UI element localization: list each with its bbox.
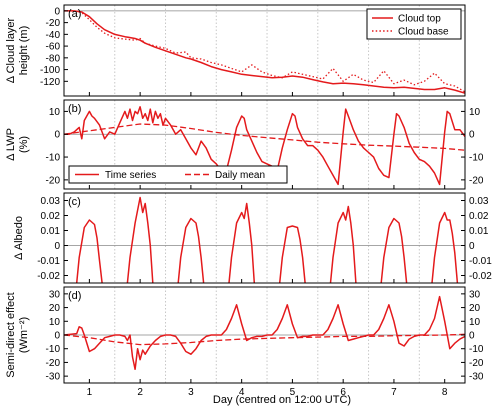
x-tick-label: 4 — [239, 387, 245, 398]
y-tick-label-left: -20 — [46, 175, 61, 186]
y-tick-label-left: 0 — [54, 331, 60, 342]
series-line-dashed — [64, 333, 465, 346]
y-tick-label-right: 10 — [469, 317, 481, 328]
x-axis-label: Day (centred on 12:00 UTC) — [213, 394, 351, 406]
y-tick-label-right: -0.01 — [469, 256, 492, 267]
legend-label-cloud-top: Cloud top — [398, 14, 441, 25]
x-tick-label: 5 — [290, 387, 296, 398]
y-tick-label-right: 0 — [469, 241, 475, 252]
y-tick-label-right: -20 — [469, 175, 484, 186]
panel-frame — [63, 4, 466, 97]
series-line-time-series — [64, 106, 465, 186]
x-tick-label: 6 — [340, 387, 346, 398]
panel-c: 0.03 0.03 0.02 0.02 0.01 0.01 0 0 -0.01 -0.01 -0.0… — [13, 192, 492, 284]
y-tick-label-left: -40 — [46, 30, 61, 41]
y-tick-label-right: 0.02 — [469, 211, 489, 222]
x-tick-label: 3 — [188, 387, 194, 398]
y-tick-label-right: 20 — [469, 303, 481, 314]
y-tick-label-left: 10 — [49, 107, 61, 118]
legend-box — [366, 8, 462, 40]
series-line-cloud-base — [64, 10, 465, 93]
y-tick-label-left: -100 — [40, 65, 60, 76]
y-tick-label-right: 30 — [469, 289, 481, 300]
x-tick-label: 8 — [442, 387, 448, 398]
series-line-solid-segment-8 — [431, 211, 459, 283]
panels: 0-20-40-60-80-100-120(a)Δ Cloud layer hei… — [5, 4, 492, 398]
panel-a: 0-20-40-60-80-100-120 (a) Δ Cloud layer hei… — [5, 4, 466, 97]
y-tick-label-left: -80 — [46, 53, 61, 64]
legend-label-time-series: Time series — [105, 170, 156, 181]
series-line-solid-segment-1 — [75, 219, 103, 283]
series-line-solid-segment-4 — [228, 202, 256, 283]
y-tick-label-left: 10 — [49, 317, 61, 328]
panel-label: (a) — [68, 8, 81, 20]
y-tick-label-right: -0.02 — [469, 271, 492, 282]
y-axis-label-line-2: (%) — [18, 136, 30, 153]
panel-d: 30 30 20 20 10 10 0 0 -10 -10 -20 -20 -30 -30 1 2 3 4 5 6 7 8… — [5, 286, 484, 398]
series-line-solid-segment-3 — [177, 217, 205, 283]
legend: Cloud top Cloud base — [366, 8, 462, 40]
y-tick-label-left: 0.03 — [41, 196, 61, 207]
y-tick-label-right: 0.03 — [469, 196, 489, 207]
y-tick-label-left: 0 — [54, 6, 60, 17]
legend: Time series Daily mean — [68, 165, 288, 184]
series-line-cloud-top — [64, 10, 465, 94]
panel-label: (b) — [68, 103, 81, 115]
y-tick-label-right: 0 — [469, 331, 475, 342]
y-tick-label-left: -30 — [46, 372, 61, 383]
panel-frame — [63, 99, 466, 190]
panel-label: (c) — [68, 196, 81, 208]
y-tick-label-left: 0 — [54, 130, 60, 141]
y-tick-label-left: -120 — [40, 77, 60, 88]
y-axis-label-line-1: Semi-direct effect — [5, 292, 17, 377]
y-tick-label-left: -20 — [46, 358, 61, 369]
x-tick-label: 1 — [87, 387, 93, 398]
y-tick-label-left: 20 — [49, 303, 61, 314]
y-tick-label-left: -60 — [46, 42, 61, 53]
x-tick-label: 7 — [391, 387, 397, 398]
y-axis-label-line-2: (Wm⁻²) — [18, 317, 30, 353]
legend-box — [68, 165, 288, 184]
series-line-solid-segment-7 — [380, 217, 408, 283]
y-axis-label-line-2: height (m) — [18, 26, 30, 76]
series-line-solid-segment-6 — [329, 205, 357, 283]
y-axis-label: Δ Albedo — [13, 216, 25, 260]
y-tick-label-left: -0.02 — [37, 271, 60, 282]
y-tick-label-left: 30 — [49, 289, 61, 300]
series-line-solid-segment-5 — [278, 225, 306, 283]
legend-label-cloud-base: Cloud base — [398, 27, 449, 38]
y-tick-label-left: -20 — [46, 18, 61, 29]
y-axis-label-line-1: Δ LWP — [5, 128, 17, 161]
x-tick-label: 2 — [137, 387, 143, 398]
y-tick-label-right: 0.01 — [469, 226, 489, 237]
series-line-daily-mean — [64, 123, 465, 151]
y-tick-label-left: -0.01 — [37, 256, 60, 267]
y-tick-label-left: 0 — [54, 241, 60, 252]
y-tick-label-left: -10 — [46, 344, 61, 355]
legend-label-daily-mean: Daily mean — [215, 170, 265, 181]
y-tick-label-left: -10 — [46, 153, 61, 164]
panel-label: (d) — [68, 290, 81, 302]
y-tick-label-right: 10 — [469, 107, 481, 118]
y-tick-label-right: -10 — [469, 153, 484, 164]
series-line-solid — [64, 295, 465, 371]
y-tick-label-left: 0.01 — [41, 226, 61, 237]
panel-frame — [63, 192, 466, 284]
y-tick-label-right: 0 — [469, 130, 475, 141]
y-tick-label-left: 0.02 — [41, 211, 61, 222]
y-axis-label-line-1: Δ Cloud layer — [5, 17, 17, 83]
y-tick-label-right: -20 — [469, 358, 484, 369]
y-tick-label-right: -30 — [469, 372, 484, 383]
panel-b: 10 10 0 0 -10 -10 -20 -20 (b) Δ LWP (%) Time series… — [5, 99, 484, 190]
y-tick-label-right: -10 — [469, 344, 484, 355]
series-line-solid-segment-2 — [126, 196, 154, 283]
